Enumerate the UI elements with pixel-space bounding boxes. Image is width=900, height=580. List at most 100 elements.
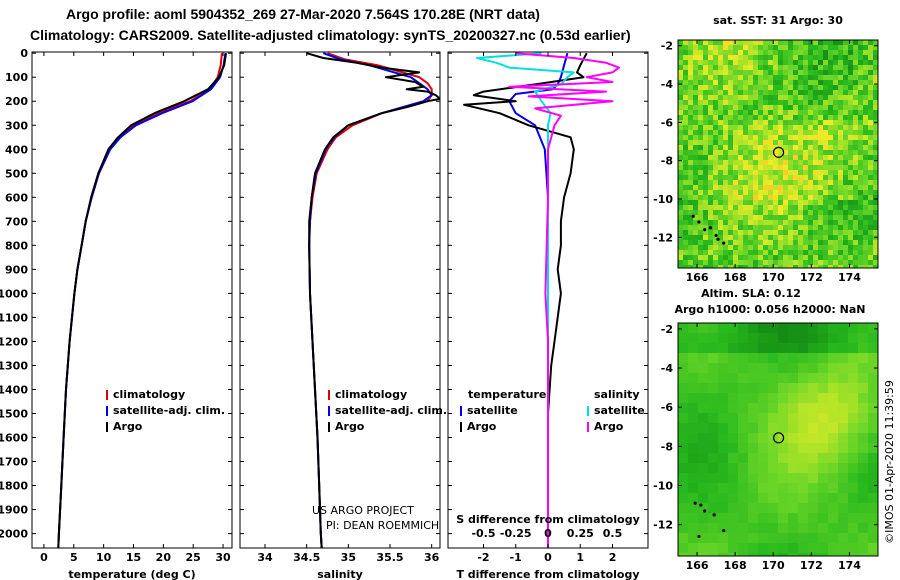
map-cell xyxy=(763,110,768,115)
map-cell xyxy=(768,383,778,393)
map-cell xyxy=(788,160,793,165)
map-cell xyxy=(848,60,853,65)
map-cell xyxy=(753,120,758,125)
map-cell xyxy=(778,333,788,343)
map-cell xyxy=(868,210,873,215)
map-cell xyxy=(843,70,848,75)
map-cell xyxy=(803,200,808,205)
map-cell xyxy=(863,190,868,195)
map-cell xyxy=(843,75,848,80)
map-cell xyxy=(733,95,738,100)
map-lon-label: 166 xyxy=(686,559,709,572)
map-cell xyxy=(868,125,873,130)
map-cell xyxy=(848,265,853,268)
map-cell xyxy=(773,100,778,105)
map-cell xyxy=(688,115,693,120)
map-cell xyxy=(803,260,808,265)
map-cell xyxy=(848,423,858,433)
map-cell xyxy=(838,50,843,55)
map-cell xyxy=(708,40,713,45)
map-cell xyxy=(693,90,698,95)
map-cell xyxy=(708,145,713,150)
map-cell xyxy=(678,373,688,383)
map-cell xyxy=(698,175,703,180)
map-cell xyxy=(763,225,768,230)
map-lon-label: 172 xyxy=(800,271,823,284)
map-cell xyxy=(848,210,853,215)
map-cell xyxy=(868,55,873,60)
map-cell xyxy=(683,175,688,180)
map-cell xyxy=(868,170,873,175)
map-cell xyxy=(758,260,763,265)
map-cell xyxy=(708,220,713,225)
map-cell xyxy=(853,230,858,235)
map-cell xyxy=(843,115,848,120)
series-line-satellite-adj-clim- xyxy=(57,53,227,548)
map-cell xyxy=(718,85,723,90)
depth-tick-label: 300 xyxy=(5,119,28,132)
map-cell xyxy=(798,135,803,140)
map-cell xyxy=(793,100,798,105)
map-cell xyxy=(718,210,723,215)
map-cell xyxy=(728,235,733,240)
map-cell xyxy=(788,115,793,120)
x-tick-label: 30 xyxy=(215,551,231,564)
map-cell xyxy=(838,403,848,413)
map-cell xyxy=(788,45,793,50)
map-cell xyxy=(828,145,833,150)
map-cell xyxy=(863,240,868,245)
map-cell xyxy=(828,260,833,265)
map-cell xyxy=(873,150,878,155)
map-cell xyxy=(818,170,823,175)
map-cell xyxy=(808,120,813,125)
map-cell xyxy=(873,180,878,185)
map-cell xyxy=(793,75,798,80)
map-cell xyxy=(743,255,748,260)
map-cell xyxy=(698,50,703,55)
map-cell xyxy=(818,220,823,225)
map-cell xyxy=(678,220,683,225)
map-cell xyxy=(748,433,758,443)
map-cell xyxy=(858,125,863,130)
map-cell xyxy=(728,363,738,373)
map-cell xyxy=(698,80,703,85)
map-cell xyxy=(828,215,833,220)
map-cell xyxy=(818,65,823,70)
map-cell xyxy=(798,260,803,265)
map-cell xyxy=(708,255,713,260)
map-cell xyxy=(748,230,753,235)
map-cell xyxy=(753,115,758,120)
map-cell xyxy=(783,215,788,220)
map-cell xyxy=(753,75,758,80)
map-cell xyxy=(858,120,863,125)
map-cell xyxy=(828,245,833,250)
map-cell xyxy=(703,230,708,235)
map-cell xyxy=(848,433,858,443)
map-cell xyxy=(838,90,843,95)
map-cell xyxy=(713,185,718,190)
map-cell xyxy=(703,160,708,165)
map-cell xyxy=(738,175,743,180)
map-cell xyxy=(823,215,828,220)
map-cell xyxy=(763,145,768,150)
map-cell xyxy=(693,165,698,170)
map-cell xyxy=(828,185,833,190)
map-cell xyxy=(868,255,873,260)
map-cell xyxy=(873,75,878,80)
map-cell xyxy=(833,230,838,235)
map-cell xyxy=(853,145,858,150)
map-cell xyxy=(863,70,868,75)
map-cell xyxy=(723,75,728,80)
map-cell xyxy=(858,230,863,235)
map-cell xyxy=(873,175,878,180)
map-cell xyxy=(848,543,858,553)
map-cell xyxy=(783,255,788,260)
map-cell xyxy=(678,493,688,503)
map-cell xyxy=(763,235,768,240)
map-cell xyxy=(833,70,838,75)
map-cell xyxy=(778,443,788,453)
map-cell xyxy=(828,195,833,200)
map-cell xyxy=(788,543,798,553)
map-cell xyxy=(773,60,778,65)
map-cell xyxy=(778,125,783,130)
